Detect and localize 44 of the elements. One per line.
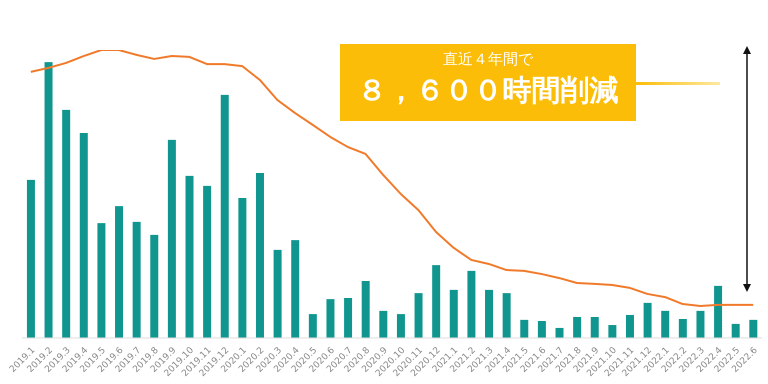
bar	[696, 310, 704, 338]
bar	[590, 316, 599, 338]
bar	[450, 290, 458, 338]
bar	[520, 320, 528, 338]
bar	[626, 314, 634, 338]
bar	[220, 94, 229, 338]
bar	[115, 206, 124, 338]
bar	[379, 310, 388, 338]
bar	[608, 325, 616, 338]
bar	[678, 318, 687, 338]
bar	[97, 223, 106, 338]
bar	[203, 186, 212, 338]
bar	[308, 314, 317, 338]
bar	[344, 298, 352, 338]
bar	[732, 324, 740, 338]
bar	[414, 293, 423, 338]
bar	[238, 198, 246, 338]
bar	[26, 180, 35, 338]
annotation: ８，６００時間削減	[356, 72, 620, 109]
bar	[186, 176, 194, 338]
bar	[362, 280, 370, 338]
bar	[396, 314, 405, 338]
bar	[80, 132, 88, 338]
bar	[485, 290, 494, 338]
annotation: 直近４年間で	[442, 50, 534, 69]
bar	[44, 62, 53, 338]
bar	[256, 172, 264, 338]
bar	[749, 320, 758, 338]
bar	[168, 140, 176, 338]
bar	[573, 316, 582, 338]
bar	[467, 270, 476, 338]
bar	[150, 234, 158, 338]
bar	[291, 240, 300, 338]
bar	[274, 250, 282, 338]
bar	[714, 286, 722, 338]
bar	[538, 321, 546, 338]
bar	[661, 310, 670, 338]
bar	[132, 222, 141, 338]
bar	[502, 293, 511, 338]
bar	[62, 110, 70, 338]
bar	[644, 302, 652, 338]
bar	[432, 265, 440, 338]
bar	[556, 328, 564, 338]
bar	[326, 299, 334, 338]
